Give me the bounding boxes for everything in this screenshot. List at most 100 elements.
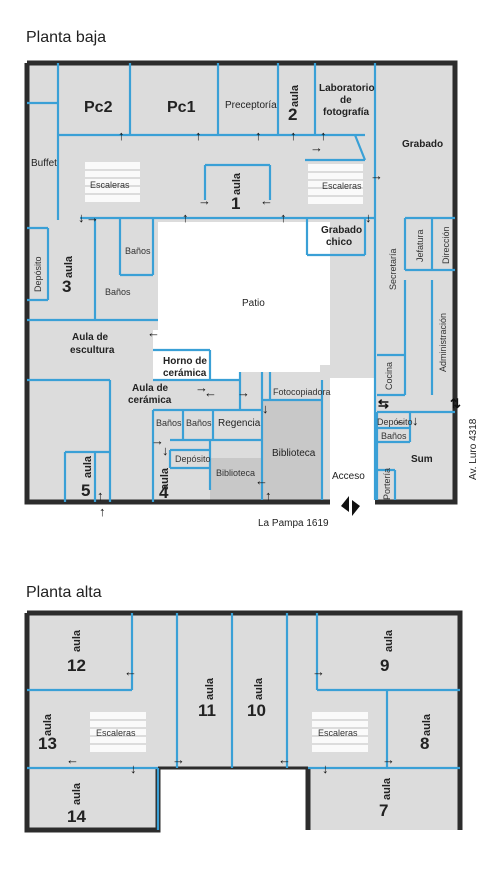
upper-floor-rooms [27, 613, 460, 830]
stairs-label-2: Escaleras [322, 181, 362, 191]
horno-label-2: cerámica [163, 368, 207, 379]
arrow-right-icon: → [312, 664, 325, 679]
arrow-right-icon: → [151, 433, 164, 448]
room-jefatura-label: Jefatura [415, 229, 425, 262]
escultura-label-2: escultura [70, 345, 115, 356]
stairs-icon [308, 164, 363, 204]
ground-floor-title: Planta baja [26, 29, 106, 46]
arrow-up-icon: ↑ [195, 128, 202, 143]
aula-11-word: aula [204, 677, 216, 700]
entrance-label: Acceso [332, 471, 365, 482]
upper-partitions [27, 613, 460, 830]
direction-arrows: ↑ ↑ ↑ ↑ ↑ → → → ← ↓ → ↑ ↑ ↓ ← → ← → ↓ ↓ … [78, 128, 461, 519]
aula-2-word: aula [289, 84, 301, 107]
arrow-left-icon: ← [278, 752, 291, 767]
room-deposito-label-3: Depósito [377, 417, 413, 427]
arrow-left-icon: ← [124, 664, 137, 679]
room-banos-label-3: Baños [156, 418, 182, 428]
room-buffet-label: Buffet [31, 158, 57, 169]
arrow-up-icon: ↑ [280, 210, 287, 225]
aula-3-number: 3 [62, 277, 71, 296]
stairs-label: Escaleras [90, 180, 130, 190]
aula-9-number: 9 [380, 656, 389, 675]
aula-12-word: aula [71, 629, 83, 652]
arrow-up-icon: ↑ [182, 210, 189, 225]
arrow-left-icon: ← [255, 473, 268, 488]
arrow-right-icon: → [86, 210, 99, 225]
aula-14-word: aula [71, 782, 83, 805]
arrow-up-icon: ↑ [118, 128, 125, 143]
entrance-area [330, 378, 375, 502]
room-banos-label: Baños [125, 246, 151, 256]
aula-4-number: 4 [159, 483, 169, 502]
room-pc1-label: Pc1 [167, 99, 196, 116]
grabado-chico-2: chico [326, 237, 352, 248]
stairs-icon [90, 712, 146, 752]
aula-2-number: 2 [288, 105, 297, 124]
upper-stairs-label-2: Escaleras [318, 728, 358, 738]
arrow-right-icon: → [237, 385, 250, 400]
room-administracion-label: Administración [438, 313, 448, 372]
patio-label: Patio [242, 298, 265, 309]
aula-8-word: aula [421, 713, 433, 736]
lab-label-2: de [340, 95, 352, 106]
room-deposito-label: Depósito [33, 256, 43, 292]
room-sum-label: Sum [411, 454, 433, 465]
arrow-right-icon: → [172, 752, 185, 767]
arrow-up-icon: ↑ [290, 128, 297, 143]
arrow-left-icon: ← [394, 413, 407, 428]
aula-14-number: 14 [67, 807, 86, 826]
room-banos-label-4: Baños [186, 418, 212, 428]
room-biblioteca-label-2: Biblioteca [216, 468, 255, 478]
biblioteca-area [262, 400, 322, 500]
arrow-down-icon: ↓ [412, 413, 419, 428]
upper-floor-title: Planta alta [26, 584, 102, 601]
room-banos-label-2: Baños [105, 287, 131, 297]
arrow-down-icon: ↓ [162, 443, 169, 458]
aula-3-word: aula [63, 255, 75, 278]
lab-label-3: fotografía [323, 107, 370, 118]
room-cocina-label: Cocina [384, 362, 394, 390]
ground-room-labels: Pc2 Pc1 Preceptoría aula 2 Laboratorio d… [31, 83, 479, 529]
aula-12-number: 12 [67, 656, 86, 675]
aula-4-word: aula [159, 467, 171, 490]
room-grabado-label: Grabado [402, 139, 443, 150]
escultura-label-1: Aula de [72, 332, 109, 343]
upper-stairs-label: Escaleras [96, 728, 136, 738]
ground-floor-plan: ↑ ↑ ↑ ↑ ↑ → → → ← ↓ → ↑ ↑ ↓ ← → ← → ↓ ↓ … [24, 60, 479, 529]
arrow-right-icon: → [310, 140, 323, 155]
aula-7-word: aula [381, 777, 393, 800]
aula-1-word: aula [231, 172, 243, 195]
arrow-right-icon: → [382, 752, 395, 767]
grabado-chico-1: Grabado [321, 225, 362, 236]
upper-room-labels: aula 12 aula 9 aula 11 aula 10 aula 13 a… [38, 629, 433, 826]
room-direccion-label: Dirección [441, 226, 451, 264]
biblioteca-area-2 [210, 458, 262, 500]
arrow-left-icon: ← [260, 193, 273, 208]
aula-10-number: 10 [247, 701, 266, 720]
room-preceptoria-label: Preceptoría [225, 100, 277, 111]
horno-label-1: Horno de [163, 356, 207, 367]
arrow-down-icon: ↓ [322, 761, 329, 776]
aula-13-number: 13 [38, 734, 57, 753]
ground-outer-wall [24, 60, 458, 505]
room-banos-label-5: Baños [381, 431, 407, 441]
stairs-icon [85, 162, 140, 202]
room-porteria-label: Portería [382, 468, 392, 500]
arrow-up-icon: ↑ [97, 488, 104, 503]
arrow-left-icon: ← [66, 752, 79, 767]
ceramica-label-2: cerámica [128, 395, 172, 406]
arrow-up-icon: ↑ [99, 504, 106, 519]
arrow-swap-icon: ⇆ [378, 396, 389, 411]
arrow-left-icon: ← [204, 385, 217, 400]
arrow-right-icon: → [195, 380, 208, 395]
room-deposito-label-2: Depósito [175, 454, 211, 464]
aula-10-word: aula [253, 677, 265, 700]
aula-5-number: 5 [81, 481, 90, 500]
upper-direction-arrows: ← → ← ↓ → ← ↓ → [66, 664, 395, 776]
ground-partitions [27, 63, 455, 502]
lab-label-1: Laboratorio [319, 83, 375, 94]
room-fotocopiadora-label: Fotocopiadora [273, 387, 331, 397]
room-regencia-label: Regencia [218, 418, 261, 429]
room-biblioteca-label: Biblioteca [272, 448, 316, 459]
